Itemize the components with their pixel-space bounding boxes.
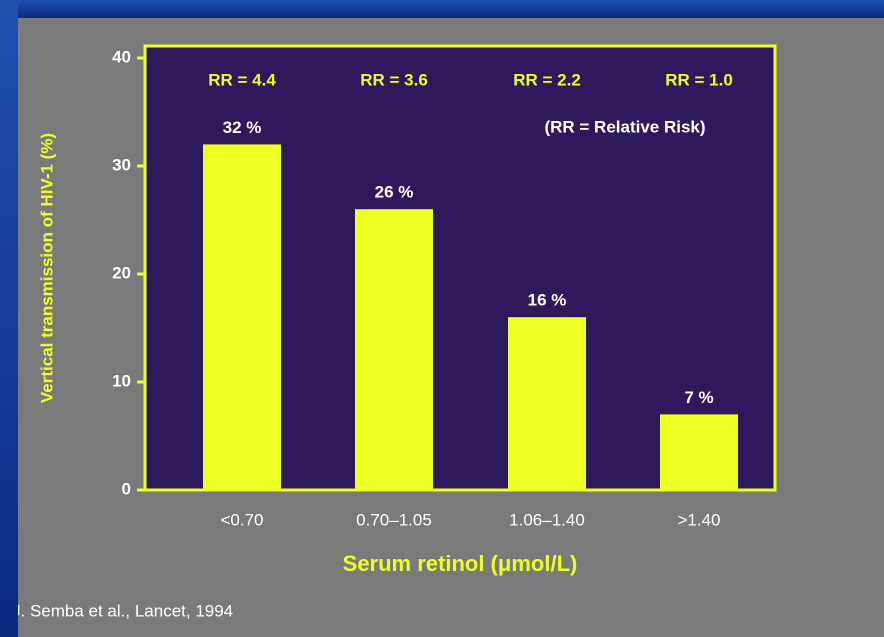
source: J. Semba et al., Lancet, 1994 <box>12 601 233 620</box>
bar <box>203 144 281 490</box>
x-tick-label: <0.70 <box>220 510 263 529</box>
x-tick-label: >1.40 <box>677 510 720 529</box>
value-label: 7 % <box>684 388 713 407</box>
bar <box>660 414 738 490</box>
x-tick-label: 1.06–1.40 <box>509 510 585 529</box>
bar <box>355 209 433 490</box>
left-border <box>0 0 18 637</box>
note: (RR = Relative Risk) <box>544 117 705 136</box>
y-tick-label: 0 <box>122 479 131 498</box>
y-axis-label: Vertical transmission of HIV-1 (%) <box>37 133 56 403</box>
annotation: RR = 2.2 <box>513 70 581 89</box>
y-tick-label: 40 <box>112 47 131 66</box>
bar <box>508 317 586 490</box>
y-tick-label: 20 <box>112 263 131 282</box>
y-tick-label: 30 <box>112 155 131 174</box>
value-label: 16 % <box>528 291 567 310</box>
x-tick-label: 0.70–1.05 <box>356 510 432 529</box>
annotation: RR = 3.6 <box>360 70 428 89</box>
y-tick-label: 10 <box>112 371 131 390</box>
value-label: 32 % <box>223 118 262 137</box>
annotation: RR = 4.4 <box>208 70 276 89</box>
annotation: RR = 1.0 <box>665 70 733 89</box>
x-axis-label: Serum retinol (μmol/L) <box>343 551 578 576</box>
value-label: 26 % <box>375 183 414 202</box>
top-border <box>0 0 884 18</box>
